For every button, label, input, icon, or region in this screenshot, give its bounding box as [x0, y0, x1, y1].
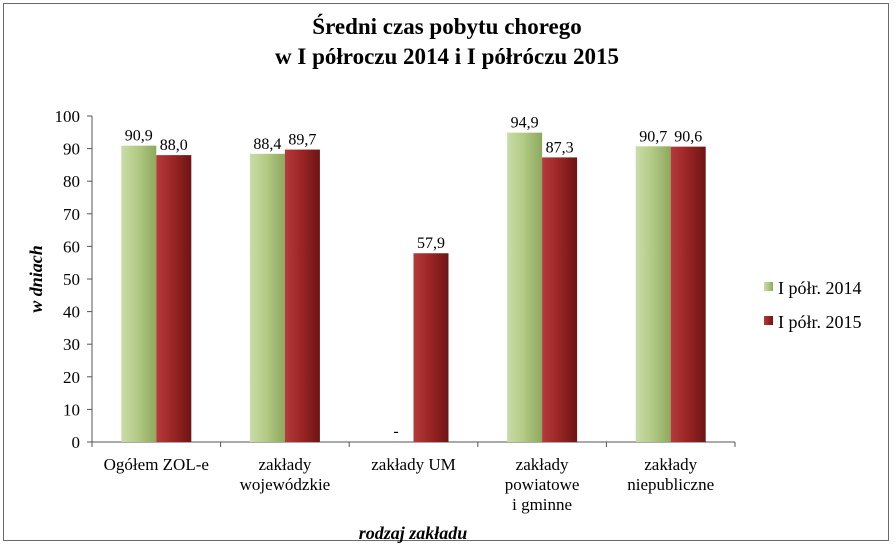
- y-tick-label: 10: [63, 400, 80, 419]
- legend-swatch: [764, 316, 773, 325]
- category-label: zakłady: [516, 455, 569, 474]
- chart-title: Średni czas pobytu chorego w I półroczu …: [4, 12, 890, 72]
- legend-swatch: [764, 282, 773, 291]
- legend-label: I półr. 2015: [778, 312, 862, 332]
- y-tick-label: 20: [63, 368, 80, 387]
- data-label: 89,7: [288, 132, 316, 149]
- bar-2014: [121, 145, 157, 442]
- bar-2014: [635, 146, 671, 442]
- y-tick-label: 30: [63, 335, 80, 354]
- data-label: -: [393, 423, 398, 440]
- y-tick-label: 60: [63, 237, 80, 256]
- bar-2015: [670, 146, 706, 443]
- bar-2014: [249, 153, 285, 443]
- legend-label: I półr. 2014: [778, 278, 862, 298]
- bar-2015: [156, 155, 192, 442]
- y-tick-label: 50: [63, 270, 80, 289]
- bar-2015: [542, 157, 578, 443]
- category-label: wojewódzkie: [240, 475, 331, 494]
- data-label: 90,7: [639, 128, 667, 145]
- y-tick-label: 0: [72, 433, 81, 452]
- data-label: 90,6: [674, 129, 702, 146]
- chart-title-line-2: w I półroczu 2014 i I półróczu 2015: [275, 44, 619, 69]
- category-label: niepubliczne: [627, 475, 714, 494]
- chart-title-line-1: Średni czas pobytu chorego: [312, 14, 582, 39]
- category-label: zakłady: [644, 455, 697, 474]
- y-tick-label: 80: [63, 172, 80, 191]
- y-tick-label: 70: [63, 205, 80, 224]
- category-label: i gminne: [512, 495, 572, 514]
- bar-2014: [507, 132, 543, 442]
- x-axis-title: rodzaj zakładu: [359, 523, 468, 543]
- y-tick-label: 90: [63, 140, 80, 159]
- data-label: 57,9: [417, 235, 445, 252]
- category-label: zakłady UM: [371, 455, 456, 474]
- y-tick-label: 40: [63, 303, 80, 322]
- data-label: 87,3: [546, 139, 574, 156]
- data-label: 88,0: [160, 137, 188, 154]
- y-axis-title: w dniach: [26, 245, 46, 313]
- bar-2015: [413, 253, 449, 442]
- category-label: powiatowe: [505, 475, 580, 494]
- data-label: 90,9: [125, 128, 153, 145]
- data-label: 88,4: [253, 136, 281, 153]
- category-label: zakłady: [258, 455, 311, 474]
- data-label: 94,9: [511, 115, 539, 132]
- y-tick-label: 100: [55, 107, 81, 126]
- category-label: Ogółem ZOL-e: [104, 455, 209, 474]
- bar-2015: [284, 149, 320, 442]
